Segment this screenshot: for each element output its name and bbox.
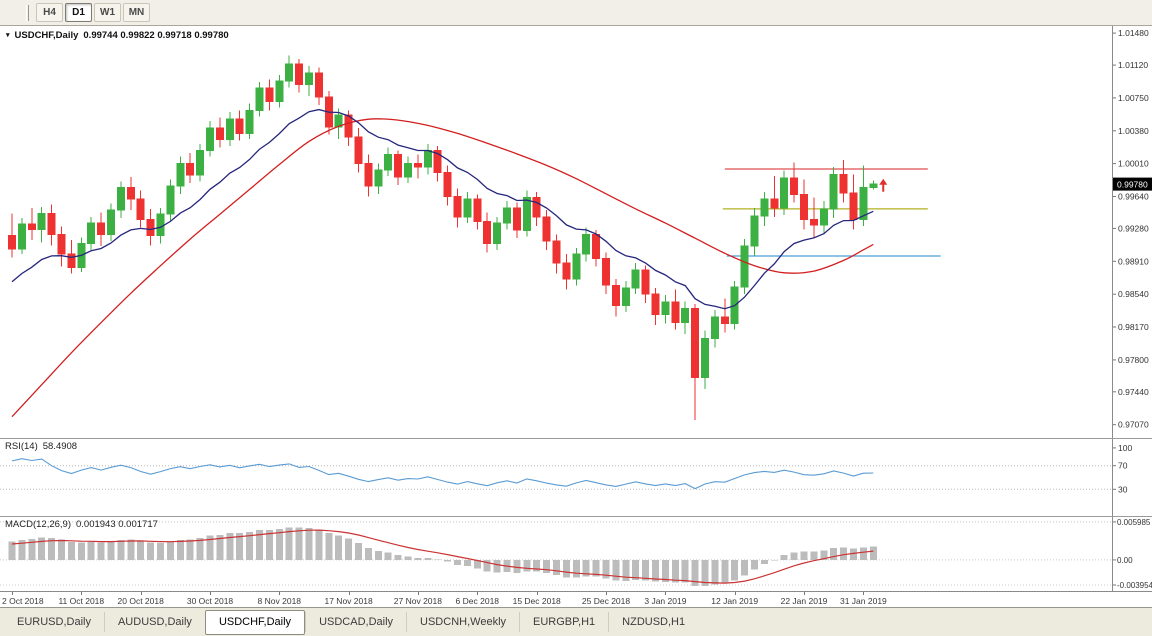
time-axis-tick bbox=[210, 592, 211, 595]
tab-eurgbp-h1[interactable]: EURGBP,H1 bbox=[519, 612, 608, 632]
timeframe-mn[interactable]: MN bbox=[123, 3, 150, 22]
svg-text:0.97070: 0.97070 bbox=[1118, 420, 1149, 430]
macd-label: MACD(12,26,9) 0.001943 0.001717 bbox=[5, 519, 158, 530]
time-axis-label: 27 Nov 2018 bbox=[393, 596, 442, 606]
time-axis-tick bbox=[417, 592, 419, 595]
svg-text:100: 100 bbox=[1118, 443, 1132, 453]
svg-text:0.99640: 0.99640 bbox=[1118, 192, 1149, 202]
candles bbox=[8, 55, 878, 421]
svg-text:0.98910: 0.98910 bbox=[1118, 256, 1149, 266]
price-axis[interactable]: 1.01480 1.01120 1.00750 1.00380 1.00010 0.996… bbox=[1112, 26, 1152, 438]
macd-values: 0.001943 0.001717 bbox=[76, 519, 158, 530]
ma-fast-line bbox=[11, 108, 874, 310]
time-axis-label: 8 Nov 2018 bbox=[257, 596, 302, 606]
rsi-chart[interactable]: RSI(14) 58.4908 bbox=[0, 439, 1112, 516]
candlestick-chart[interactable]: ▾ USDCHF,Daily 0.99744 0.99822 0.99718 0… bbox=[0, 26, 1112, 438]
timeframe-toolbar: H4 D1 W1 MN bbox=[0, 0, 1152, 26]
svg-text:0.99780: 0.99780 bbox=[1117, 180, 1148, 190]
timeframe-h4[interactable]: H4 bbox=[36, 3, 63, 22]
tab-usdchf-daily[interactable]: USDCHF,Daily bbox=[204, 609, 306, 635]
tab-usdcad-daily[interactable]: USDCAD,Daily bbox=[305, 612, 406, 632]
chart-title: ▾ USDCHF,Daily 0.99744 0.99822 0.99718 0… bbox=[6, 30, 229, 41]
time-axis-tick bbox=[734, 592, 736, 595]
macd-axis[interactable]: 0.005985 0.00 -0.003954 bbox=[1112, 517, 1152, 591]
macd-histogram bbox=[8, 527, 877, 586]
ma-slow-line bbox=[11, 118, 874, 418]
tab-audusd-daily[interactable]: AUDUSD,Daily bbox=[103, 612, 205, 632]
ohlc-values: 0.99744 0.99822 0.99718 0.99780 bbox=[83, 30, 229, 41]
time-axis-label: 3 Jan 2019 bbox=[644, 596, 687, 606]
time-axis-tick bbox=[348, 592, 350, 595]
svg-text:0.99280: 0.99280 bbox=[1118, 223, 1149, 233]
chart-tabs-bar: EURUSD,Daily AUDUSD,Daily USDCHF,Daily USDC… bbox=[0, 607, 1152, 636]
time-axis-label: 12 Jan 2019 bbox=[711, 596, 759, 606]
time-axis-tick bbox=[536, 592, 538, 595]
svg-text:-0.003954: -0.003954 bbox=[1117, 581, 1152, 590]
rsi-line bbox=[11, 458, 874, 490]
tab-usdcnh-weekly[interactable]: USDCNH,Weekly bbox=[406, 612, 519, 632]
svg-text:0.98540: 0.98540 bbox=[1118, 289, 1149, 299]
time-axis-tick bbox=[12, 592, 13, 595]
svg-text:0.00: 0.00 bbox=[1117, 556, 1133, 565]
time-axis-tick bbox=[81, 592, 83, 595]
rsi-axis[interactable]: 100 70 30 bbox=[1112, 439, 1152, 516]
trade-arrow-marker[interactable] bbox=[879, 178, 888, 192]
main-chart-panel: ▾ USDCHF,Daily 0.99744 0.99822 0.99718 0… bbox=[0, 26, 1152, 438]
symbol-name: USDCHF,Daily bbox=[14, 30, 79, 41]
rsi-value: 58.4908 bbox=[42, 441, 78, 452]
macd-panel: MACD(12,26,9) 0.001943 0.001717 0.005985… bbox=[0, 516, 1152, 591]
svg-text:0.98170: 0.98170 bbox=[1118, 322, 1149, 332]
timeframe-buttons: H4 D1 W1 MN bbox=[36, 3, 152, 22]
rsi-label: RSI(14) 58.4908 bbox=[5, 441, 77, 452]
current-price-badge: 0.99780 bbox=[1113, 177, 1152, 191]
toolbar-grip[interactable] bbox=[26, 4, 29, 21]
time-axis-label: 11 Oct 2018 bbox=[58, 596, 105, 606]
svg-text:30: 30 bbox=[1118, 484, 1128, 494]
time-axis-label: 2 Oct 2018 bbox=[2, 596, 44, 606]
time-axis-label: 20 Oct 2018 bbox=[117, 596, 164, 606]
tab-eurusd-daily[interactable]: EURUSD,Daily bbox=[17, 616, 91, 628]
time-axis-label: 30 Oct 2018 bbox=[186, 596, 234, 606]
rsi-indicator-name: RSI(14) bbox=[5, 441, 38, 452]
time-axis-tick bbox=[477, 592, 479, 595]
time-axis-label: 25 Dec 2018 bbox=[581, 596, 631, 606]
time-axis-label: 17 Nov 2018 bbox=[324, 596, 373, 606]
time-axis-tick bbox=[606, 592, 607, 595]
svg-text:1.00380: 1.00380 bbox=[1118, 126, 1149, 136]
time-axis-tick bbox=[665, 592, 667, 595]
toolbar-spacer bbox=[0, 12, 22, 13]
macd-signal-line bbox=[11, 529, 874, 584]
time-axis-label: 31 Jan 2019 bbox=[839, 596, 887, 606]
timeframe-w1[interactable]: W1 bbox=[94, 3, 121, 22]
time-axis-tick bbox=[140, 592, 142, 595]
rsi-panel: RSI(14) 58.4908 100 70 30 bbox=[0, 438, 1152, 516]
time-axis-label: 22 Jan 2019 bbox=[780, 596, 828, 606]
time-axis-tick bbox=[279, 592, 281, 595]
symbol-dropdown-icon[interactable]: ▾ bbox=[6, 32, 10, 39]
macd-chart[interactable]: MACD(12,26,9) 0.001943 0.001717 bbox=[0, 517, 1112, 591]
timeframe-d1[interactable]: D1 bbox=[65, 3, 92, 22]
svg-text:0.005985: 0.005985 bbox=[1117, 518, 1151, 527]
svg-text:1.00010: 1.00010 bbox=[1118, 159, 1149, 169]
svg-text:0.97440: 0.97440 bbox=[1118, 387, 1149, 397]
time-axis-tick bbox=[863, 592, 865, 595]
svg-text:1.01120: 1.01120 bbox=[1118, 60, 1148, 70]
time-axis-label: 6 Dec 2018 bbox=[455, 596, 500, 606]
svg-text:1.01480: 1.01480 bbox=[1118, 28, 1149, 38]
time-axis[interactable]: 2 Oct 2018 11 Oct 2018 20 Oct 2018 30 Oct 2… bbox=[0, 591, 1152, 607]
time-axis-label: 15 Dec 2018 bbox=[512, 596, 561, 606]
time-axis-tick bbox=[804, 592, 805, 595]
svg-text:70: 70 bbox=[1118, 461, 1128, 471]
tab-nzdusd-h1[interactable]: NZDUSD,H1 bbox=[608, 612, 698, 632]
svg-text:1.00750: 1.00750 bbox=[1118, 93, 1149, 103]
svg-text:0.97800: 0.97800 bbox=[1118, 355, 1149, 365]
macd-indicator-name: MACD(12,26,9) bbox=[5, 519, 71, 530]
